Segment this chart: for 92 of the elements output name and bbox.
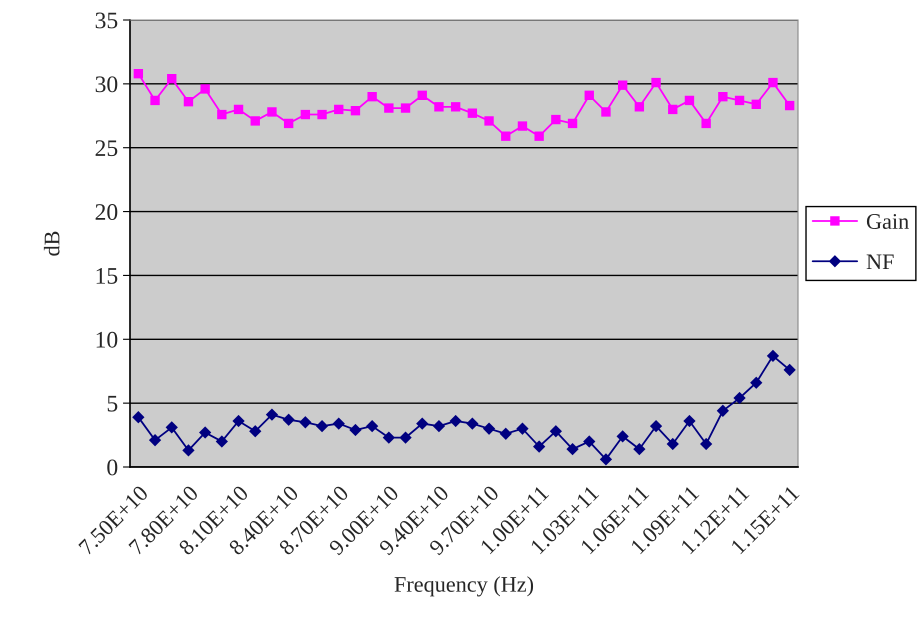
- point: [182, 444, 194, 456]
- point: [200, 84, 210, 94]
- point: [382, 432, 395, 444]
- y-axis-title: dB: [44, 232, 60, 256]
- point: [250, 116, 260, 126]
- point: [701, 118, 711, 128]
- point: [750, 376, 762, 389]
- point: [434, 102, 444, 112]
- point: [167, 74, 176, 84]
- y-tick-label: 0: [107, 459, 118, 476]
- point: [216, 436, 228, 448]
- point: [684, 96, 694, 106]
- y-tick-label: 5: [108, 396, 118, 412]
- point: [550, 425, 562, 438]
- point: [666, 438, 679, 450]
- point: [468, 108, 478, 118]
- point: [684, 415, 696, 427]
- y-tick-label: 10: [96, 332, 118, 348]
- point: [149, 434, 161, 446]
- point: [366, 420, 378, 432]
- point: [334, 104, 344, 114]
- point: [317, 110, 327, 120]
- point: [784, 364, 796, 376]
- y-tick-label: 25: [96, 140, 118, 156]
- point: [418, 90, 427, 100]
- point: [716, 404, 729, 417]
- point: [284, 118, 294, 128]
- point: [533, 440, 546, 452]
- point: [534, 132, 544, 141]
- point: [718, 92, 728, 102]
- point: [466, 418, 478, 430]
- point: [400, 103, 410, 113]
- point: [234, 104, 244, 114]
- point: [767, 350, 779, 362]
- point: [784, 100, 794, 110]
- point: [217, 110, 227, 120]
- point: [483, 422, 495, 435]
- point: [616, 430, 629, 442]
- point: [734, 392, 746, 404]
- point: [551, 114, 561, 124]
- point: [600, 453, 612, 466]
- y-tick-label: 35: [96, 12, 118, 28]
- y-tick-label: 20: [96, 204, 118, 220]
- point: [516, 422, 528, 435]
- point: [166, 421, 178, 434]
- point: [232, 415, 244, 427]
- point: [668, 104, 678, 114]
- point: [634, 102, 644, 112]
- point: [484, 116, 494, 126]
- point: [568, 118, 578, 128]
- point: [249, 425, 262, 438]
- point: [150, 96, 160, 106]
- point: [450, 415, 462, 427]
- point: [350, 106, 360, 116]
- point: [500, 428, 512, 440]
- point: [651, 78, 661, 88]
- point: [566, 443, 578, 456]
- point: [184, 97, 194, 106]
- point: [134, 68, 144, 78]
- point: [450, 102, 460, 112]
- point: [316, 420, 328, 432]
- y-tick-label: 30: [96, 76, 118, 92]
- point: [384, 103, 394, 113]
- point: [266, 408, 278, 421]
- point: [299, 416, 312, 428]
- x-axis-title: Frequency (Hz): [394, 576, 534, 596]
- point: [132, 411, 144, 424]
- point: [350, 424, 362, 436]
- point: [584, 90, 594, 100]
- point: [583, 436, 596, 448]
- point: [700, 438, 712, 450]
- point: [400, 432, 412, 444]
- point: [650, 420, 662, 432]
- point: [433, 420, 445, 432]
- point: [618, 80, 628, 90]
- point: [300, 110, 310, 120]
- point: [367, 92, 377, 102]
- point: [501, 132, 510, 141]
- point: [282, 414, 295, 426]
- y-tick-label: 15: [96, 268, 118, 284]
- point: [752, 100, 761, 109]
- legend-label: NF: [866, 254, 894, 270]
- point: [332, 418, 345, 430]
- point: [199, 426, 212, 438]
- point: [416, 418, 428, 430]
- point: [267, 107, 277, 117]
- point: [601, 107, 611, 117]
- legend-label: Gain: [866, 214, 909, 229]
- point: [518, 121, 528, 131]
- point: [633, 443, 646, 456]
- point: [768, 78, 778, 88]
- point: [734, 96, 744, 106]
